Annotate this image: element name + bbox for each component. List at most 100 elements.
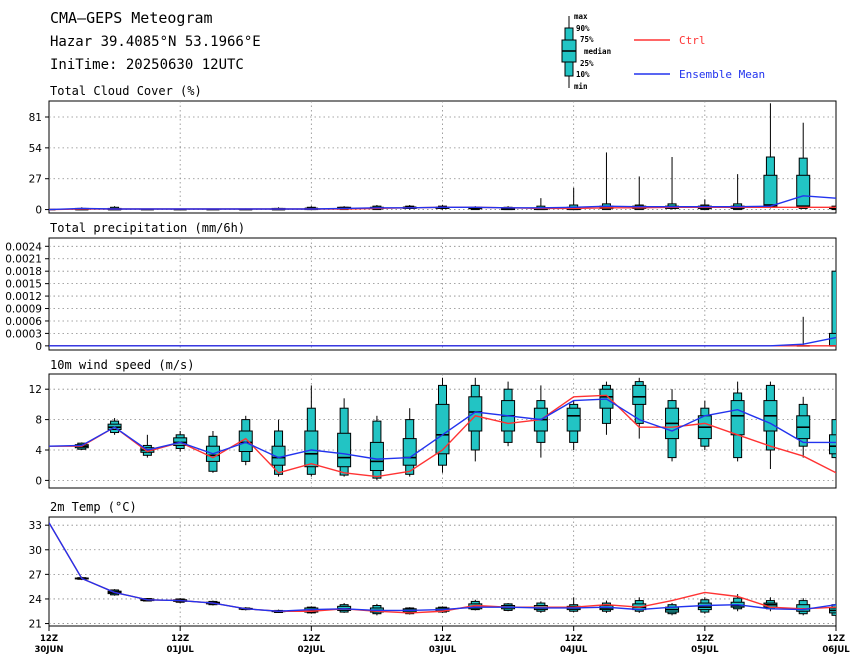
- panel-title-temp: 2m Temp (°C): [50, 500, 137, 514]
- x-tick-label-date: 05JUL: [691, 645, 719, 655]
- panel-title-wind: 10m wind speed (m/s): [50, 358, 195, 372]
- x-tick-label-date: 30JUN: [34, 645, 63, 655]
- y-tick-label: 81: [29, 112, 42, 124]
- panel-1: 00.00030.00060.00090.00120.00150.00180.0…: [5, 237, 837, 353]
- box-whisker: [271, 419, 286, 477]
- panel-plot-area: [49, 377, 836, 481]
- x-tick-label-hour: 12Z: [302, 634, 320, 644]
- panel-title-cloud: Total Cloud Cover (%): [50, 84, 202, 98]
- x-tick-label-date: 04JUL: [560, 645, 588, 655]
- box-p25-p75: [468, 396, 483, 432]
- box-whisker: [796, 598, 811, 616]
- box-whisker: [173, 431, 188, 452]
- y-tick-label: 0: [35, 475, 42, 487]
- panel-title-precip: Total precipitation (mm/6h): [50, 221, 245, 235]
- box-p25-p75: [829, 434, 836, 455]
- box-whisker: [501, 381, 516, 447]
- box-whisker: [304, 385, 319, 477]
- box-p25-p75: [763, 174, 778, 207]
- box-whisker: [665, 157, 680, 210]
- legend-min-label: min: [574, 82, 588, 91]
- box-p25-p75: [566, 407, 581, 432]
- legend-mean-label: Ensemble Mean: [679, 68, 765, 81]
- box-whisker: [566, 400, 581, 450]
- panel-plot-area: [49, 270, 836, 347]
- y-tick-label: 0.0003: [5, 328, 42, 340]
- box-whisker: [730, 381, 745, 462]
- box-p25-p75: [796, 174, 811, 208]
- y-tick-label: 4: [35, 445, 42, 457]
- box-whisker: [337, 398, 352, 477]
- box-whisker: [697, 199, 712, 211]
- box-whisker: [763, 103, 778, 209]
- x-tick-label-date: 03JUL: [429, 645, 457, 655]
- panel-0: 0 27 54 81: [29, 100, 837, 217]
- box-whisker: [566, 597, 581, 613]
- init-time-label: IniTime: 20250630 12UTC: [50, 57, 244, 73]
- y-tick-label: 0: [35, 341, 42, 353]
- ensemble-mean-series-line: [49, 336, 836, 347]
- legend-median-label: median: [584, 47, 611, 56]
- chart-title: CMA—GEPS Meteogram: [50, 9, 213, 27]
- legend-box-glyph: [561, 16, 577, 88]
- y-tick-label: 33: [29, 520, 42, 532]
- y-tick-label: 24: [29, 594, 43, 606]
- box-whisker: [829, 408, 836, 462]
- box-whisker: [566, 187, 581, 211]
- y-tick-label: 0.0015: [5, 279, 42, 291]
- y-tick-label: 21: [29, 619, 42, 631]
- ensemble-mean-series-line: [49, 195, 836, 211]
- x-tick-label-date: 01JUL: [167, 645, 195, 655]
- box-whisker: [796, 316, 810, 347]
- box-whisker: [632, 176, 647, 211]
- x-tick-label-hour: 12Z: [171, 634, 189, 644]
- y-tick-label: 12: [29, 384, 42, 396]
- box-whisker: [337, 603, 352, 613]
- box-p25-p75: [435, 403, 450, 455]
- box-whisker: [796, 122, 811, 209]
- legend-p10-label: 10%: [576, 70, 590, 79]
- box-p25-p75: [337, 432, 352, 468]
- box-whisker: [829, 602, 836, 617]
- box-whisker: [533, 385, 548, 458]
- y-tick-label: 8: [35, 415, 42, 427]
- x-tick-label-hour: 12Z: [40, 634, 58, 644]
- y-tick-label: 0.0021: [5, 254, 42, 266]
- box-whisker: [665, 389, 680, 462]
- legend-max-label: max: [574, 12, 588, 21]
- box-whisker: [730, 174, 745, 211]
- box-whisker: [796, 396, 811, 458]
- y-tick-label: 0: [35, 205, 42, 217]
- panel-3: 21 24 27 30 33: [29, 516, 837, 631]
- box-whisker: [632, 377, 647, 439]
- legend-p75-label: 75%: [580, 35, 594, 44]
- legend-p90-label: 90%: [576, 24, 590, 33]
- box-p25-p75: [632, 384, 647, 405]
- x-tick-label-hour: 12Z: [565, 634, 583, 644]
- panel-2: 0 4 8 12: [29, 373, 837, 489]
- y-tick-label: 0.0024: [5, 241, 42, 253]
- box-whisker: [632, 597, 647, 613]
- legend-p25-label: 25%: [580, 59, 594, 68]
- x-tick-label-hour: 12Z: [434, 634, 452, 644]
- box-whisker: [697, 400, 712, 450]
- ensemble-mean-series-line: [49, 398, 836, 460]
- box-whisker: [468, 377, 483, 462]
- box-p25-p75: [402, 438, 417, 466]
- panel-plot-area: [49, 103, 836, 211]
- x-tick-label-date: 02JUL: [298, 645, 326, 655]
- y-tick-label: 54: [29, 143, 43, 155]
- box-whisker: [763, 381, 778, 469]
- box-p25-p75: [829, 332, 836, 347]
- box-whisker: [599, 381, 614, 435]
- panel-plot-area: [49, 522, 836, 617]
- box-whisker: [435, 377, 450, 473]
- y-tick-label: 0.0009: [5, 304, 42, 316]
- box-whisker: [599, 152, 614, 211]
- box-whisker: [402, 408, 417, 477]
- box-p25-p75: [369, 441, 384, 472]
- box-whisker: [665, 603, 680, 616]
- y-tick-label: 30: [29, 545, 42, 557]
- box-p10-p90: [831, 270, 836, 347]
